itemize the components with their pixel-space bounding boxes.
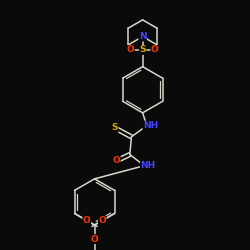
Text: O: O xyxy=(126,46,134,54)
Text: O: O xyxy=(91,234,98,244)
Text: S: S xyxy=(112,124,118,132)
Text: N: N xyxy=(139,32,146,41)
Text: NH: NH xyxy=(143,121,158,130)
Text: NH: NH xyxy=(140,161,156,170)
Text: S: S xyxy=(140,46,146,54)
Text: O: O xyxy=(83,216,91,225)
Text: O: O xyxy=(112,156,120,166)
Text: O: O xyxy=(98,216,106,225)
Text: O: O xyxy=(151,46,159,54)
